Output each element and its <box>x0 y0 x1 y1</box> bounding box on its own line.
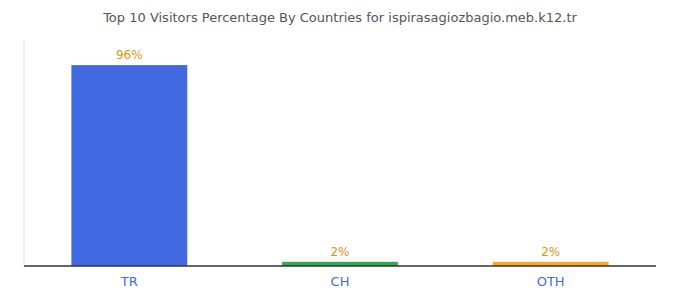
chart-svg: Top 10 Visitors Percentage By Countries … <box>0 0 680 300</box>
x-tick-label: CH <box>331 274 350 289</box>
bar <box>71 65 187 266</box>
data-label: 96% <box>116 48 143 62</box>
data-label: 2% <box>541 245 560 259</box>
x-axis-line <box>24 265 656 267</box>
y-axis-line <box>24 40 25 266</box>
x-tick-label: OTH <box>537 274 565 289</box>
bars <box>71 65 608 266</box>
chart-title: Top 10 Visitors Percentage By Countries … <box>102 10 577 25</box>
x-tick-label: TR <box>120 274 138 289</box>
chart-container: Top 10 Visitors Percentage By Countries … <box>0 0 680 300</box>
data-label: 2% <box>330 245 349 259</box>
